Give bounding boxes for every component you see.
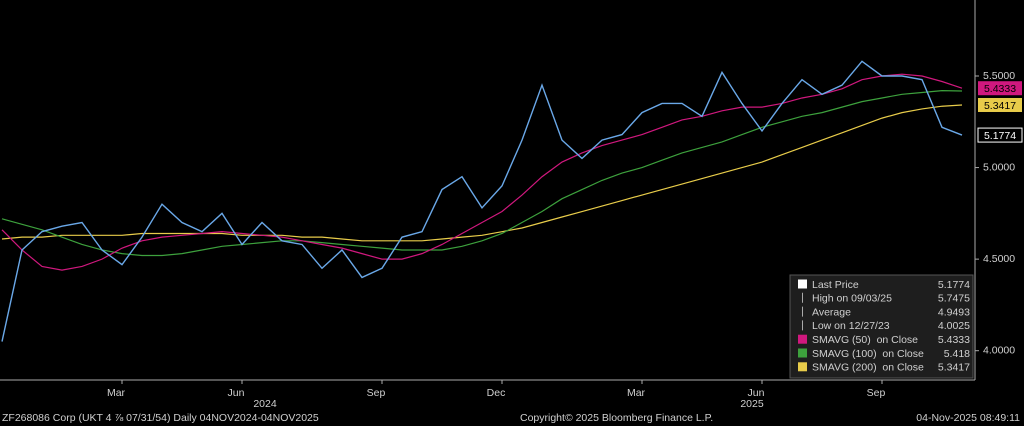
x-tick-label: Dec xyxy=(487,387,506,399)
x-tick-label: Mar xyxy=(107,387,126,399)
y-tick-label: 4.5000 xyxy=(983,253,1015,265)
last-value-tag-label: 5.3417 xyxy=(984,100,1016,112)
legend-swatch xyxy=(798,362,807,372)
y-tick-label: 5.5000 xyxy=(983,70,1015,82)
y-tick-label: 5.0000 xyxy=(983,161,1015,173)
legend-swatch xyxy=(798,279,807,289)
footer-security: ZF268086 Corp (UKT 4 ⅞ 07/31/54) Daily 0… xyxy=(2,412,319,424)
legend-value: 5.7475 xyxy=(938,293,970,305)
x-tick-label: Mar xyxy=(627,387,646,399)
footer-timestamp: 04-Nov-2025 08:49:11 xyxy=(916,412,1020,424)
legend-swatch xyxy=(798,348,807,358)
moving-average-line xyxy=(1,90,963,257)
legend-label: SMAVG (100) on Close xyxy=(812,348,924,360)
moving-average-line xyxy=(1,73,963,271)
legend-label: Average xyxy=(812,306,851,318)
last-value-tag xyxy=(977,127,1023,143)
legend-swatch xyxy=(798,334,807,344)
x-tick-label: Jun xyxy=(748,387,765,399)
legend-label: SMAVG (200) on Close xyxy=(812,362,924,374)
legend-box xyxy=(789,274,974,379)
last-value-tag xyxy=(978,81,1022,96)
legend-value: 5.4333 xyxy=(938,334,970,346)
legend-value: 4.0025 xyxy=(938,320,970,332)
legend-value: 5.3417 xyxy=(938,362,970,374)
last-value-tag-label: 5.4333 xyxy=(984,83,1016,95)
last-value-tag-label: 5.1774 xyxy=(984,130,1016,142)
legend-label: Low on 12/27/23 xyxy=(812,320,890,332)
year-label: 2025 xyxy=(740,398,764,410)
year-label: 2024 xyxy=(253,398,277,410)
last-value-tag xyxy=(978,97,1022,112)
legend-value: 4.9493 xyxy=(938,306,970,318)
legend-label: High on 09/03/25 xyxy=(812,293,892,305)
legend-label: Last Price xyxy=(812,279,859,291)
legend-label: SMAVG (50) on Close xyxy=(812,334,918,346)
legend-value: 5.418 xyxy=(944,348,970,360)
price-line xyxy=(1,60,963,342)
x-tick-label: Jun xyxy=(228,387,245,399)
y-tick-label: 4.0000 xyxy=(983,344,1015,356)
footer-copyright: Copyright© 2025 Bloomberg Finance L.P. xyxy=(520,412,713,424)
x-tick-label: Sep xyxy=(867,387,886,399)
legend-value: 5.1774 xyxy=(938,279,970,291)
x-tick-label: Sep xyxy=(367,387,386,399)
moving-average-line xyxy=(1,104,963,242)
